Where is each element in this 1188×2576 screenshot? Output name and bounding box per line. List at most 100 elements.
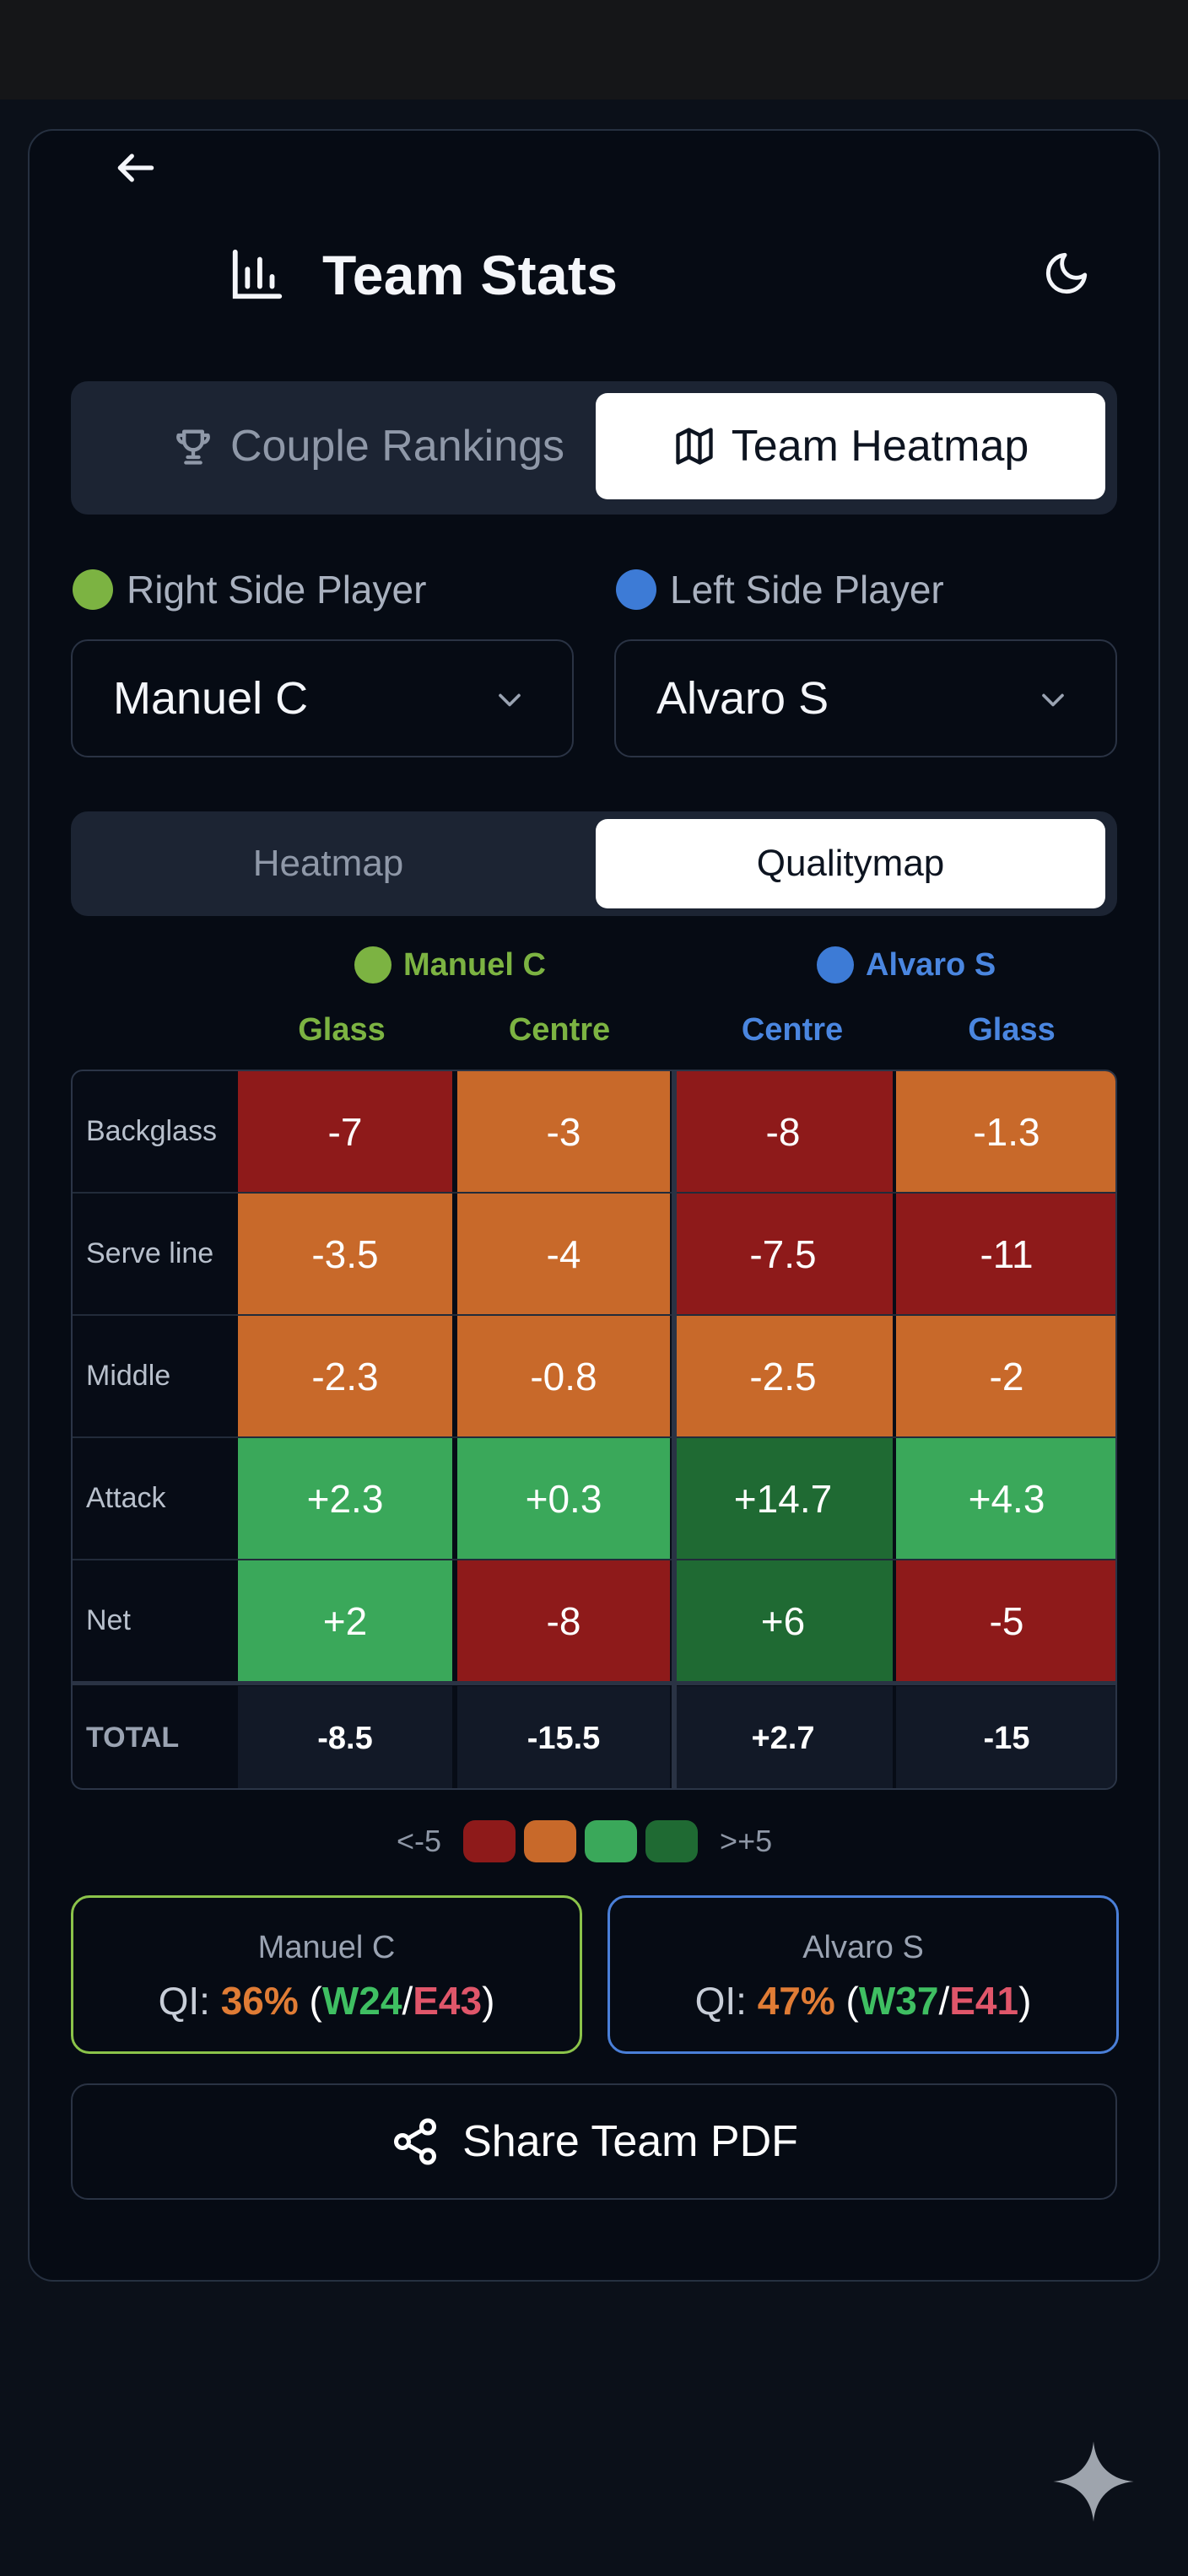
tab-qualitymap[interactable]: Qualitymap	[596, 819, 1105, 908]
heatmap-cell[interactable]: -5	[896, 1560, 1115, 1681]
grid-divider	[73, 1314, 1115, 1316]
left-player-value: Alvaro S	[656, 673, 829, 724]
total-cell: -15.5	[457, 1686, 670, 1788]
moon-icon	[1046, 252, 1088, 294]
page-title: Team Stats	[322, 244, 618, 306]
legend-swatch-very-good	[645, 1820, 699, 1862]
group-header-alvaro: Alvaro S	[817, 946, 996, 984]
group-name: Manuel C	[403, 946, 546, 983]
qi-summary: QI: 36% (W24/E43)	[158, 1979, 495, 2023]
legend-high: >+5	[720, 1824, 773, 1858]
tab-couple-rankings-label: Couple Rankings	[230, 422, 565, 471]
row-label: Serve line	[86, 1237, 214, 1269]
share-icon	[394, 2118, 437, 2165]
qi-summary: QI: 47% (W37/E41)	[694, 1979, 1032, 2023]
grid-divider	[73, 1681, 1115, 1685]
qi-prefix: QI:	[158, 1979, 210, 2023]
qi-errors: E41	[949, 1979, 1019, 2023]
player-divider	[672, 1071, 677, 1788]
tab-qualitymap-label: Qualitymap	[756, 843, 945, 884]
tab-team-heatmap[interactable]: Team Heatmap	[596, 393, 1105, 499]
qi-card-manuel: Manuel C QI: 36% (W24/E43)	[71, 1895, 582, 2054]
quality-grid: Backglass -7 -3 -8 -1.3 Serve line -3.5 -4 -7.5-…	[71, 1070, 1117, 1790]
right-player-dot	[73, 569, 113, 610]
heatmap-cell[interactable]: +2.3	[238, 1438, 452, 1559]
column-header: Glass	[298, 1012, 386, 1048]
group-header-manuel: Manuel C	[354, 946, 546, 984]
legend-swatch-very-bad	[463, 1820, 516, 1862]
grid-divider	[73, 1559, 1115, 1560]
qi-percent: 47%	[757, 1979, 835, 2023]
left-player-select[interactable]: Alvaro S	[614, 639, 1117, 757]
view-tabs: Heatmap Qualitymap	[71, 811, 1117, 916]
bar-chart-icon	[228, 245, 287, 308]
heatmap-cell[interactable]: +2	[238, 1560, 452, 1681]
map-icon	[676, 428, 713, 465]
heatmap-cell[interactable]: -8	[457, 1560, 670, 1681]
chevron-down-icon	[1042, 693, 1064, 707]
sparkle-icon	[1050, 2438, 1137, 2530]
alvaro-dot	[817, 946, 854, 984]
heatmap-cell[interactable]: -7	[238, 1071, 452, 1192]
tab-heatmap-label: Heatmap	[252, 843, 404, 884]
row-label: Net	[86, 1604, 131, 1636]
qi-winners: W24	[321, 1979, 402, 2023]
legend-low: <-5	[397, 1824, 442, 1858]
qi-errors: E43	[413, 1979, 483, 2023]
grid-divider	[73, 1436, 1115, 1438]
share-label: Share Team PDF	[462, 2117, 798, 2166]
heatmap-cell[interactable]: -2.5	[673, 1316, 893, 1436]
heatmap-cell[interactable]: -4	[457, 1194, 670, 1314]
column-header: Centre	[741, 1012, 844, 1048]
tab-couple-rankings[interactable]: Couple Rankings	[83, 393, 653, 499]
qi-card-alvaro: Alvaro S QI: 47% (W37/E41)	[608, 1895, 1119, 2054]
row-label: Attack	[86, 1482, 166, 1514]
arrow-left-icon	[117, 154, 154, 182]
total-cell: -8.5	[238, 1686, 452, 1788]
heatmap-cell[interactable]: -11	[896, 1194, 1115, 1314]
heatmap-cell[interactable]: -1.3	[896, 1071, 1115, 1192]
total-cell: +2.7	[673, 1686, 893, 1788]
heatmap-cell[interactable]: -3.5	[238, 1194, 452, 1314]
total-cell: -15	[896, 1686, 1115, 1788]
heatmap-cell[interactable]: -3	[457, 1071, 670, 1192]
left-player-dot	[616, 569, 656, 610]
group-name: Alvaro S	[866, 946, 996, 983]
tab-team-heatmap-label: Team Heatmap	[731, 422, 1029, 471]
share-team-pdf-button[interactable]: Share Team PDF	[71, 2083, 1117, 2200]
right-side-player-text: Right Side Player	[127, 568, 427, 612]
grid-divider	[73, 1192, 1115, 1194]
left-side-player-text: Left Side Player	[670, 568, 944, 612]
chevron-down-icon	[499, 693, 521, 707]
qi-winners: W37	[858, 1979, 939, 2023]
qi-player-name: Alvaro S	[802, 1930, 924, 1965]
column-header: Glass	[968, 1012, 1056, 1048]
legend-swatch-bad	[524, 1820, 577, 1862]
manuel-dot	[354, 946, 392, 984]
right-side-player-label: Right Side Player	[73, 567, 426, 612]
heatmap-cell[interactable]: -0.8	[457, 1316, 670, 1436]
qi-player-name: Manuel C	[257, 1930, 396, 1965]
right-player-select[interactable]: Manuel C	[71, 639, 574, 757]
heatmap-cell[interactable]: +14.7	[673, 1438, 893, 1559]
column-header: Centre	[508, 1012, 611, 1048]
color-legend: <-5 >+5	[397, 1819, 772, 1864]
back-button[interactable]	[84, 121, 187, 214]
theme-toggle-button[interactable]	[1031, 238, 1102, 309]
right-player-value: Manuel C	[113, 673, 309, 724]
heatmap-cell[interactable]: -2.3	[238, 1316, 452, 1436]
heatmap-cell[interactable]: +0.3	[457, 1438, 670, 1559]
row-label: Backglass	[86, 1115, 217, 1147]
tab-heatmap[interactable]: Heatmap	[83, 819, 574, 908]
row-label: Middle	[86, 1360, 171, 1392]
qi-prefix: QI:	[694, 1979, 747, 2023]
main-tabs: Couple Rankings Team Heatmap	[71, 381, 1117, 515]
heatmap-cell[interactable]: +4.3	[896, 1438, 1115, 1559]
heatmap-cell[interactable]: +6	[673, 1560, 893, 1681]
heatmap-cell[interactable]: -2	[896, 1316, 1115, 1436]
status-bar	[0, 0, 1188, 100]
total-label: TOTAL	[86, 1722, 180, 1754]
heatmap-cell[interactable]: -7.5	[673, 1194, 893, 1314]
left-side-player-label: Left Side Player	[616, 567, 944, 612]
heatmap-cell[interactable]: -8	[673, 1071, 893, 1192]
